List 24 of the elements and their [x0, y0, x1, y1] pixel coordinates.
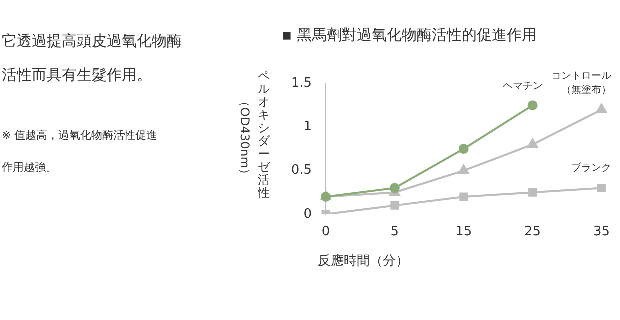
series-label: コントロール（無塗布）	[550, 70, 612, 98]
y-tick-label: 0	[304, 206, 312, 222]
point	[390, 183, 400, 194]
point	[460, 192, 468, 202]
x-tick-label: 0	[322, 224, 330, 240]
point	[528, 100, 538, 111]
text: 它透過提高頭皮過氧化物酶活性而具有生髮作用。	[2, 31, 183, 86]
x-tick-label: 25	[524, 224, 542, 240]
text: ※ 值越高，過氧化物酶活性促進作用越強。	[2, 129, 158, 174]
series-label: ブランク	[570, 162, 612, 176]
series-label: ヘマチン	[502, 80, 543, 94]
y-tick-label: 0.5	[291, 163, 312, 178]
chart-title: ▪ 黑馬劑對過氧化物酶活性的促進作用	[282, 26, 537, 45]
x-tick-label: 15	[456, 224, 472, 240]
point	[528, 188, 538, 197]
y-tick-label: 1	[304, 120, 312, 135]
point	[526, 138, 539, 148]
x-axis-title: 反應時間（分）	[318, 253, 409, 270]
x-tick-label: 5	[390, 224, 400, 240]
point	[597, 184, 606, 193]
point	[390, 201, 400, 210]
point	[458, 144, 469, 154]
x-tick-label: 35	[593, 224, 610, 240]
y-tick-label: 1.5	[291, 76, 312, 92]
